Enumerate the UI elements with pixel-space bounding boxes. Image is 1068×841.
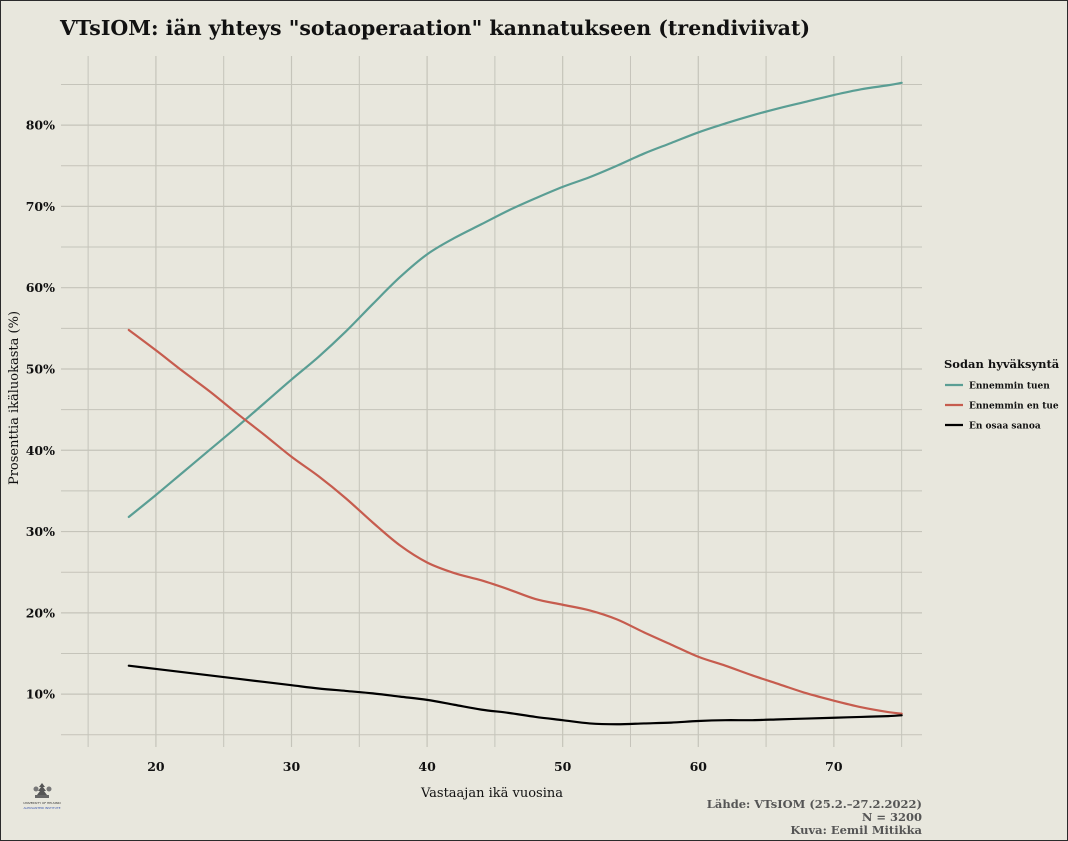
y-tick-label: 80% [26, 118, 55, 133]
legend-label-en-osaa-sanoa: En osaa sanoa [969, 422, 1041, 432]
x-tick-label: 60 [690, 759, 708, 774]
series-line-en-osaa-sanoa [127, 664, 903, 726]
x-tick-label: 20 [147, 759, 165, 774]
chart-title: VTsIOM: iän yhteys "sotaoperaation" kann… [59, 16, 810, 40]
y-tick-label: 30% [26, 524, 55, 539]
x-tick-label: 70 [825, 759, 843, 774]
y-tick-label: 40% [26, 443, 55, 458]
y-tick-labels: 10% 20% 30% 40% 50% 60% 70% 80% [26, 118, 55, 702]
x-tick-label: 40 [418, 759, 436, 774]
series-line-ennemmin-en-tue [127, 328, 903, 715]
legend-label-ennemmin-en-tue: Ennemmin en tue [969, 402, 1059, 412]
y-tick-label: 20% [26, 605, 55, 620]
y-tick-label: 10% [26, 687, 55, 702]
x-tick-label: 30 [283, 759, 301, 774]
logo-text-line2: ALEKSANTERI INSTITUTE [23, 806, 60, 810]
x-tick-label: 50 [554, 759, 572, 774]
y-tick-label: 50% [26, 361, 55, 376]
legend: Sodan hyväksyntä Ennemmin tuen Ennemmin e… [944, 357, 1060, 432]
caption-credit: Kuva: Eemil Mitikka [790, 823, 922, 837]
y-tick-label: 70% [26, 199, 55, 214]
series-layer [127, 81, 903, 726]
logo-emblem-icon [33, 783, 52, 798]
legend-title: Sodan hyväksyntä [944, 357, 1060, 371]
series-line-ennemmin-tuen [127, 81, 903, 519]
x-axis-title: Vastaajan ikä vuosina [420, 786, 563, 801]
legend-label-ennemmin-tuen: Ennemmin tuen [969, 382, 1050, 392]
caption-n: N = 3200 [862, 810, 922, 824]
logo-text-line1: UNIVERSITY OF HELSINKI [23, 801, 61, 805]
x-tick-labels: 20 30 40 50 60 70 [147, 759, 843, 774]
y-tick-label: 60% [26, 280, 55, 295]
university-logo: UNIVERSITY OF HELSINKI ALEKSANTERI INSTI… [23, 783, 61, 810]
grid-layer [61, 56, 922, 747]
caption-source: Lähde: VTsIOM (25.2.–27.2.2022) [707, 797, 922, 811]
legend-items: Ennemmin tuen Ennemmin en tue En osaa sano… [945, 382, 1059, 432]
y-axis-title: Prosenttia ikäluokasta (%) [7, 311, 22, 485]
